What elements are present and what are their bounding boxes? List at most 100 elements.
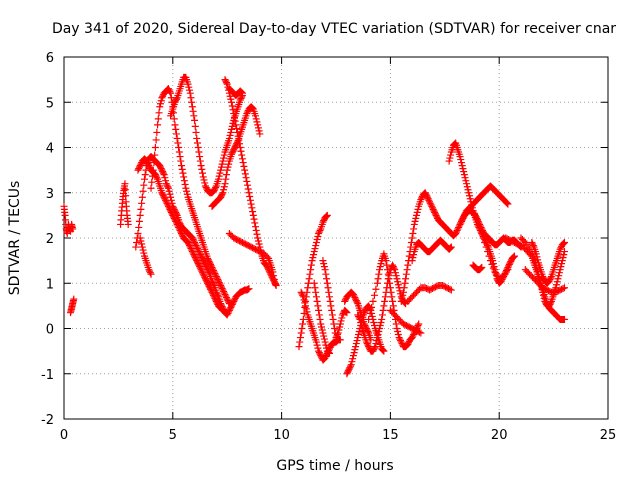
x-tick-label: 25 (600, 428, 617, 443)
data-point (272, 282, 280, 290)
data-point (410, 225, 418, 233)
data-point (157, 165, 165, 173)
data-point (227, 303, 235, 311)
data-point (132, 243, 140, 251)
data-point (225, 308, 233, 316)
data-point (220, 151, 228, 159)
data-point (408, 234, 416, 242)
data-point (335, 326, 343, 334)
data-point (557, 263, 565, 271)
data-point (534, 256, 542, 264)
data-point (476, 225, 484, 233)
data-point (160, 193, 168, 201)
data-point (146, 163, 154, 171)
data-point (249, 104, 257, 112)
data-point (220, 289, 228, 297)
data-point (228, 150, 236, 158)
data-point (509, 254, 517, 262)
data-point (428, 202, 436, 210)
data-point (230, 146, 238, 154)
data-point (254, 121, 262, 129)
data-point (217, 282, 225, 290)
data-point (204, 267, 212, 275)
data-points (60, 73, 568, 378)
data-point (346, 364, 354, 372)
data-point (320, 332, 328, 340)
data-point (247, 200, 255, 208)
data-point (141, 171, 149, 179)
data-point (553, 278, 561, 286)
y-tick-label: 0 (46, 323, 54, 338)
data-point (469, 207, 477, 215)
data-point (397, 338, 405, 346)
data-point (192, 242, 200, 250)
data-point (222, 77, 230, 85)
data-point (327, 302, 335, 310)
data-point (461, 174, 469, 182)
x-tick-label: 10 (273, 428, 290, 443)
data-point (139, 246, 147, 254)
data-point (162, 177, 170, 185)
data-point (447, 286, 455, 294)
data-point (378, 346, 386, 354)
data-point (394, 328, 402, 336)
data-point (193, 245, 201, 253)
data-point (389, 263, 397, 271)
data-point (270, 272, 278, 280)
data-point (153, 174, 161, 182)
data-point (137, 205, 145, 213)
data-point (207, 287, 215, 295)
data-point (446, 245, 454, 253)
data-point (184, 80, 192, 88)
data-point (503, 199, 511, 207)
data-point (149, 166, 157, 174)
data-point (241, 170, 249, 178)
data-point (139, 187, 147, 195)
data-point (230, 110, 238, 118)
data-point (341, 307, 349, 315)
x-tick-label: 15 (382, 428, 399, 443)
data-point (375, 328, 383, 336)
data-point (138, 240, 146, 248)
data-point (482, 243, 490, 251)
data-point (218, 285, 226, 293)
data-point (299, 320, 307, 328)
data-point (353, 337, 361, 345)
data-point (124, 220, 132, 228)
data-point (153, 128, 161, 136)
data-point (425, 196, 433, 204)
data-point (223, 166, 231, 174)
data-point (380, 347, 388, 355)
data-point (230, 297, 238, 305)
data-point (410, 251, 418, 259)
x-tick-label: 0 (60, 428, 68, 443)
data-point (372, 340, 380, 348)
data-point (173, 220, 181, 228)
data-point (446, 285, 454, 293)
data-point (200, 272, 208, 280)
data-point (178, 162, 186, 170)
data-point (205, 282, 213, 290)
data-point (314, 344, 322, 352)
data-point (504, 200, 512, 208)
data-point (121, 186, 129, 194)
data-point (215, 172, 223, 180)
data-point (189, 236, 197, 244)
data-point (314, 302, 322, 310)
data-point (421, 189, 429, 197)
data-point (159, 192, 167, 200)
data-point (313, 297, 321, 305)
data-point (305, 275, 313, 283)
data-point (203, 278, 211, 286)
data-point (159, 190, 167, 198)
data-point (227, 128, 235, 136)
data-point (249, 211, 257, 219)
y-axis-label: SDTVAR / TECUs (7, 181, 23, 296)
data-point (347, 362, 355, 370)
data-point (194, 246, 202, 254)
data-point (210, 186, 218, 194)
data-point (333, 332, 341, 340)
data-point (151, 144, 159, 151)
data-point (217, 193, 225, 201)
data-point (315, 229, 323, 237)
